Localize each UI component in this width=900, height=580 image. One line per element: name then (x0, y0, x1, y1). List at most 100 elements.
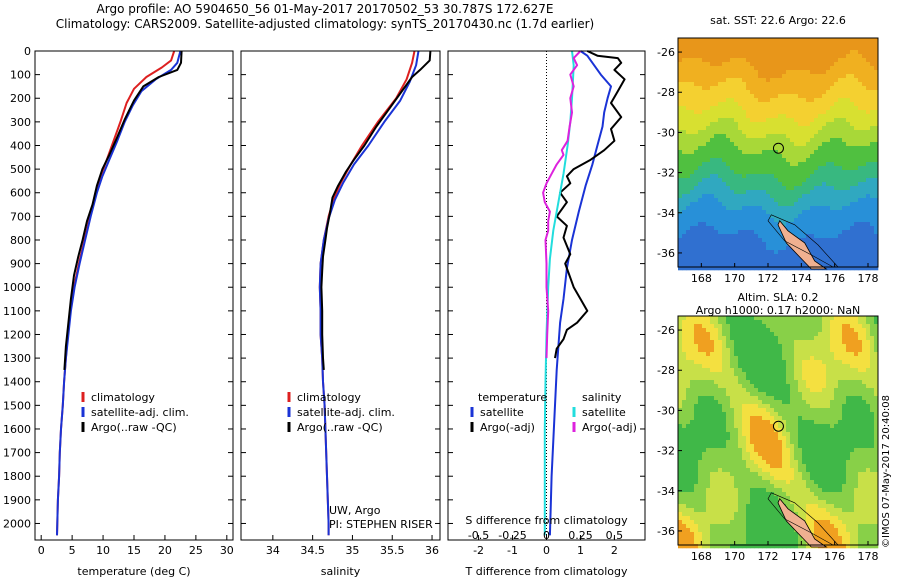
map-cell (726, 206, 731, 211)
map-cell (774, 182, 779, 187)
map-cell (834, 78, 839, 83)
map-cell (782, 206, 787, 211)
map-cell (830, 198, 835, 203)
map-cell (810, 352, 815, 357)
map-cell (822, 86, 827, 91)
map-cell (802, 62, 807, 67)
map-cell (774, 58, 779, 63)
map-cell (838, 340, 843, 345)
map-cell (762, 316, 767, 321)
map-cell (770, 344, 775, 349)
map-cell (838, 344, 843, 349)
map-cell (810, 102, 815, 107)
map-cell (854, 332, 859, 337)
map-cell (834, 436, 839, 441)
map-cell (718, 222, 723, 227)
map-cell (818, 230, 823, 235)
map-cell (790, 400, 795, 405)
map-cell (782, 154, 787, 159)
map-cell (866, 158, 871, 163)
y-tick-label: 1000 (3, 281, 31, 294)
map-cell (722, 416, 727, 421)
map-cell (790, 174, 795, 179)
map-cell (694, 170, 699, 175)
map-cell (682, 412, 687, 417)
map-cell (846, 380, 851, 385)
map-cell (834, 210, 839, 215)
map-cell (746, 66, 751, 71)
map-cell (802, 376, 807, 381)
map-cell (842, 166, 847, 171)
map-cell (842, 448, 847, 453)
map-cell (778, 110, 783, 115)
map-cell (746, 266, 751, 271)
map-cell (786, 206, 791, 211)
map-cell (770, 234, 775, 239)
map-cell (750, 130, 755, 135)
map-cell (750, 46, 755, 51)
map-cell (746, 452, 751, 457)
map-cell (850, 78, 855, 83)
map-cell (714, 198, 719, 203)
map-cell (726, 404, 731, 409)
map-cell (738, 400, 743, 405)
map-cell (690, 420, 695, 425)
map-cell (742, 388, 747, 393)
map-cell (694, 190, 699, 195)
map-cell (706, 344, 711, 349)
map-cell (786, 396, 791, 401)
map-cell (830, 320, 835, 325)
map-cell (838, 400, 843, 405)
map-cell (806, 448, 811, 453)
map-cell (710, 242, 715, 247)
map-cell (710, 328, 715, 333)
map-cell (694, 368, 699, 373)
map-cell (702, 138, 707, 143)
map-cell (714, 118, 719, 123)
map-cell (722, 452, 727, 457)
map-cell (738, 262, 743, 267)
map-cell (698, 384, 703, 389)
map-cell (850, 54, 855, 59)
map-cell (738, 202, 743, 207)
map-cell (838, 142, 843, 147)
map-cell (866, 94, 871, 99)
map-cell (874, 82, 879, 87)
map-cell (726, 452, 731, 457)
map-cell (854, 416, 859, 421)
map-cell (822, 336, 827, 341)
map-cell (770, 340, 775, 345)
map-cell (726, 238, 731, 243)
map-cell (838, 226, 843, 231)
map-cell (682, 218, 687, 223)
map-cell (754, 444, 759, 449)
map-cell (802, 110, 807, 115)
map-cell (858, 436, 863, 441)
map-cell (706, 178, 711, 183)
map-cell (730, 250, 735, 255)
map-cell (706, 214, 711, 219)
map-cell (694, 238, 699, 243)
map-cell (782, 190, 787, 195)
map-cell (802, 106, 807, 111)
map-cell (770, 360, 775, 365)
map-cell (810, 368, 815, 373)
map-cell (734, 360, 739, 365)
map-cell (778, 320, 783, 325)
map-cell (698, 266, 703, 271)
map-cell (866, 62, 871, 67)
map-cell (786, 214, 791, 219)
map-cell (874, 424, 879, 429)
map-cell (758, 198, 763, 203)
map-cell (722, 408, 727, 413)
map-cell (682, 320, 687, 325)
map-cell (842, 74, 847, 79)
map-cell (838, 356, 843, 361)
map-cell (838, 234, 843, 239)
map-cell (746, 254, 751, 259)
map-cell (742, 336, 747, 341)
map-cell (686, 344, 691, 349)
map-cell (734, 376, 739, 381)
map-cell (746, 388, 751, 393)
map-cell (826, 50, 831, 55)
